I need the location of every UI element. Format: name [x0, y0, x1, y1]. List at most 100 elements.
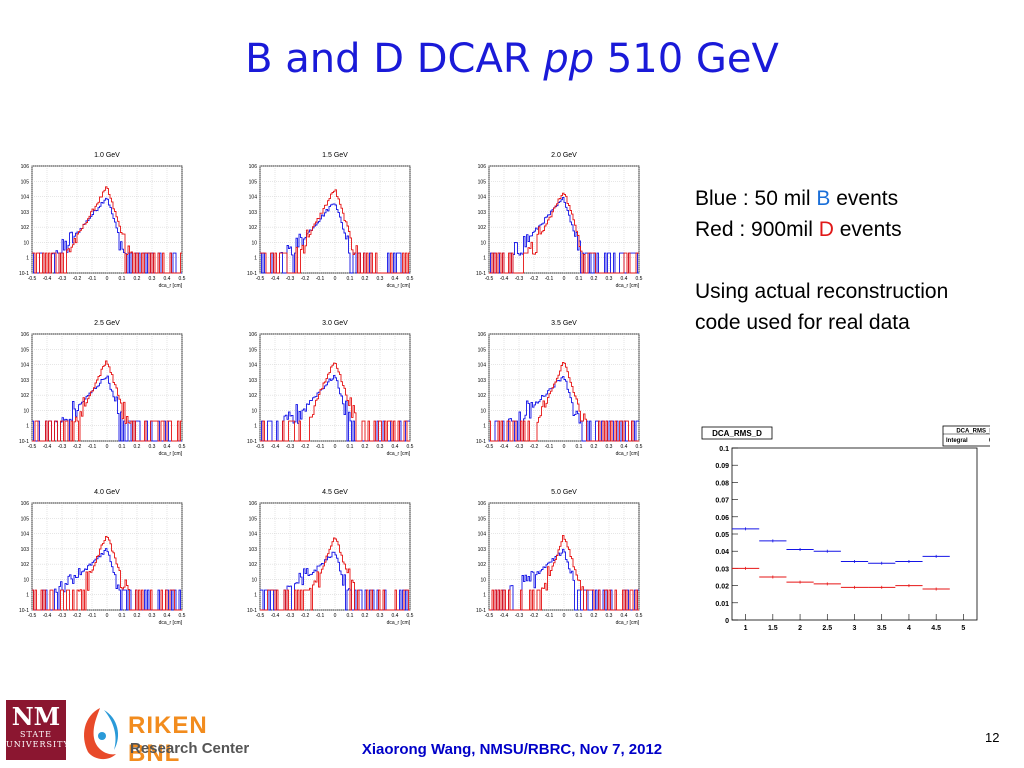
x-tick-label: 0.1: [347, 444, 354, 450]
y-tick-label: 1: [254, 424, 257, 430]
panel-title: 2.5 GeV: [94, 320, 120, 327]
title-main: B and D DCAR: [245, 36, 544, 82]
y-tick-label: 10-1: [19, 608, 29, 614]
y-tick-label: 103: [249, 547, 258, 553]
x-tick-label: 1.5: [768, 625, 778, 632]
y-tick-label: 1: [483, 256, 486, 262]
note-line-red: Red : 900mil D events: [695, 218, 902, 241]
x-tick-label: 0.2: [591, 613, 598, 619]
x-tick-label: 0.5: [179, 444, 186, 450]
x-tick-label: -0.3: [286, 444, 295, 450]
title-end: 510 GeV: [594, 36, 779, 82]
y-tick-label: 1: [26, 593, 29, 599]
x-tick-label: 0.4: [621, 444, 628, 450]
y-tick-label: 10-1: [476, 439, 486, 445]
x-tick-label: 5: [961, 625, 965, 632]
histogram-panel: 2.0 GeV -0.5 -0.4 -0.3 -0.2 -0.1 0 0.1 0.2 0.3 0.4…: [476, 152, 643, 289]
x-tick-label: 0.3: [377, 613, 384, 619]
x-tick-label: 0.3: [606, 276, 613, 282]
x-tick-label: -0.2: [73, 613, 82, 619]
y-tick-label: 10-1: [247, 271, 257, 277]
y-tick-label: 105: [478, 347, 487, 353]
x-tick-label: 0: [563, 444, 566, 450]
x-tick-label: 0.3: [606, 613, 613, 619]
x-tick-label: 0.2: [362, 276, 369, 282]
d-letter: D: [818, 218, 834, 241]
x-tick-label: 0.5: [636, 276, 643, 282]
y-tick-label: 106: [478, 501, 487, 507]
x-tick-label: -0.4: [271, 613, 280, 619]
x-tick-label: 0.4: [164, 444, 171, 450]
x-tick-label: -0.1: [316, 444, 325, 450]
x-tick-label: 0.1: [576, 613, 583, 619]
y-tick-label: 102: [249, 393, 258, 399]
y-tick-label: 102: [249, 562, 258, 568]
stats-value: 0.167: [989, 438, 990, 444]
y-tick-label: 0.04: [715, 549, 729, 556]
x-tick-label: -0.2: [530, 613, 539, 619]
x-tick-label: 0.2: [362, 444, 369, 450]
y-tick-label: 105: [21, 516, 30, 522]
panel-title: 5.0 GeV: [551, 489, 577, 496]
x-tick-label: 0.2: [134, 444, 141, 450]
x-axis-label: dca_r [cm]: [616, 451, 640, 457]
y-tick-label: 0.05: [715, 532, 729, 539]
x-tick-label: -0.4: [43, 276, 52, 282]
x-tick-label: 0: [563, 276, 566, 282]
y-tick-label: 0.06: [715, 515, 729, 522]
y-tick-label: 10-1: [476, 608, 486, 614]
d-series-histogram: [260, 189, 410, 274]
x-tick-label: 0.1: [347, 613, 354, 619]
stats-name: DCA_RMS_D: [956, 429, 990, 435]
x-tick-label: 0.4: [164, 276, 171, 282]
x-tick-label: 0.1: [119, 444, 126, 450]
x-tick-label: -0.1: [545, 444, 554, 450]
x-tick-label: 0.1: [347, 276, 354, 282]
b-series-histogram: [260, 551, 410, 611]
x-tick-label: 0.5: [179, 613, 186, 619]
x-tick-label: 0.5: [636, 613, 643, 619]
x-tick-label: 0.5: [407, 444, 414, 450]
y-tick-label: 104: [21, 532, 30, 538]
histogram-panel: 3.0 GeV -0.5 -0.4 -0.3 -0.2 -0.1 0 0.1 0.2 0.3 0.4…: [247, 320, 414, 457]
x-tick-label: 0.4: [621, 613, 628, 619]
nmsu-logo: NM STATE UNIVERSITY: [6, 700, 69, 760]
x-tick-label: 0: [106, 613, 109, 619]
y-tick-label: 105: [21, 179, 30, 185]
slide-title: B and D DCAR pp 510 GeV: [0, 34, 1024, 84]
y-tick-label: 103: [21, 378, 30, 384]
y-tick-label: 10-1: [247, 439, 257, 445]
stats-key: Integral: [946, 438, 968, 444]
y-tick-label: 10: [251, 408, 257, 414]
x-tick-label: -0.4: [271, 276, 280, 282]
x-tick-label: 0: [334, 276, 337, 282]
x-tick-label: 0.3: [377, 276, 384, 282]
y-tick-label: 103: [21, 210, 30, 216]
y-tick-label: 1: [26, 256, 29, 262]
x-tick-label: 0.2: [134, 276, 141, 282]
y-tick-label: 106: [478, 332, 487, 338]
x-tick-label: 2: [798, 625, 802, 632]
x-tick-label: 0.4: [392, 444, 399, 450]
x-tick-label: 4: [907, 625, 911, 632]
y-tick-label: 105: [478, 179, 487, 185]
x-tick-label: -0.3: [515, 444, 524, 450]
y-tick-label: 102: [478, 562, 487, 568]
y-tick-label: 10: [251, 577, 257, 583]
d-series-histogram: [489, 362, 639, 442]
panel-title: 3.5 GeV: [551, 320, 577, 327]
x-tick-label: -0.4: [43, 613, 52, 619]
y-tick-label: 10: [251, 240, 257, 246]
x-tick-label: 0.3: [149, 613, 156, 619]
x-axis-label: dca_r [cm]: [159, 283, 183, 289]
y-tick-label: 105: [249, 516, 258, 522]
x-tick-label: -0.2: [530, 276, 539, 282]
plot-frame: [731, 447, 978, 621]
x-tick-label: 0: [106, 276, 109, 282]
d-series-histogram: [32, 186, 182, 274]
panel-title: 4.5 GeV: [322, 489, 348, 496]
y-tick-label: 104: [249, 363, 258, 369]
x-tick-label: -0.5: [485, 276, 494, 282]
histogram-panel: 5.0 GeV -0.5 -0.4 -0.3 -0.2 -0.1 0 0.1 0.2 0.3 0.4…: [476, 489, 643, 626]
x-tick-label: -0.5: [485, 444, 494, 450]
